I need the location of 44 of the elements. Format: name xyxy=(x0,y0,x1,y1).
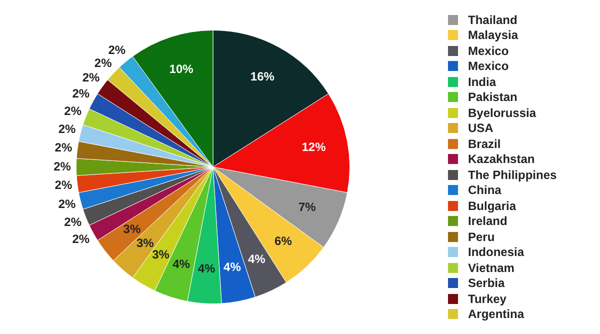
data-label: 2% xyxy=(94,56,112,70)
data-label: 2% xyxy=(108,43,126,58)
data-label: 2% xyxy=(58,196,76,211)
legend-label: Mexico xyxy=(468,59,509,74)
data-label: 2% xyxy=(72,232,90,246)
data-label: 2% xyxy=(64,214,82,229)
legend-label: Turkey xyxy=(468,292,506,306)
data-label: 2% xyxy=(72,86,90,101)
data-label: 2% xyxy=(82,70,100,85)
legend-label: Kazakhstan xyxy=(468,152,535,166)
legend-label: Pakistan xyxy=(468,90,518,104)
legend-label: USA xyxy=(468,121,494,136)
legend-label: China xyxy=(468,183,502,198)
legend-label: The Philippines xyxy=(468,168,557,182)
data-label: 4% xyxy=(224,260,242,274)
data-label: 2% xyxy=(54,140,72,154)
data-label: 3% xyxy=(152,248,170,262)
legend-label: Bulgaria xyxy=(468,198,516,213)
legend-label: Peru xyxy=(468,230,495,244)
data-label: 4% xyxy=(248,252,266,266)
legend-label: Brazil xyxy=(468,136,501,151)
data-label: 2% xyxy=(64,104,82,118)
legend-label: Thailand xyxy=(468,12,518,27)
legend-label: Byelorussia xyxy=(468,106,536,120)
data-label: 3% xyxy=(123,222,141,236)
legend-label: Serbia xyxy=(468,276,505,290)
data-label: 2% xyxy=(58,122,76,136)
legend-label: India xyxy=(468,74,496,89)
data-label: 4% xyxy=(198,262,216,276)
data-label: 16% xyxy=(250,69,275,84)
data-label: 2% xyxy=(54,159,72,174)
legend-label: Malaysia xyxy=(468,28,518,42)
data-label: 3% xyxy=(136,236,154,250)
data-label: 7% xyxy=(298,200,316,214)
legend-label: Mexico xyxy=(468,44,509,58)
data-label: 4% xyxy=(172,256,190,271)
legend-label: Vietnam xyxy=(468,260,514,275)
legend-label: Indonesia xyxy=(468,245,524,260)
legend-label: Ireland xyxy=(468,214,508,228)
data-label: 12% xyxy=(302,140,326,154)
legend-label: Argentina xyxy=(468,307,524,322)
data-label: 6% xyxy=(274,234,292,248)
data-label: 10% xyxy=(169,62,194,76)
data-label: 2% xyxy=(54,178,72,192)
